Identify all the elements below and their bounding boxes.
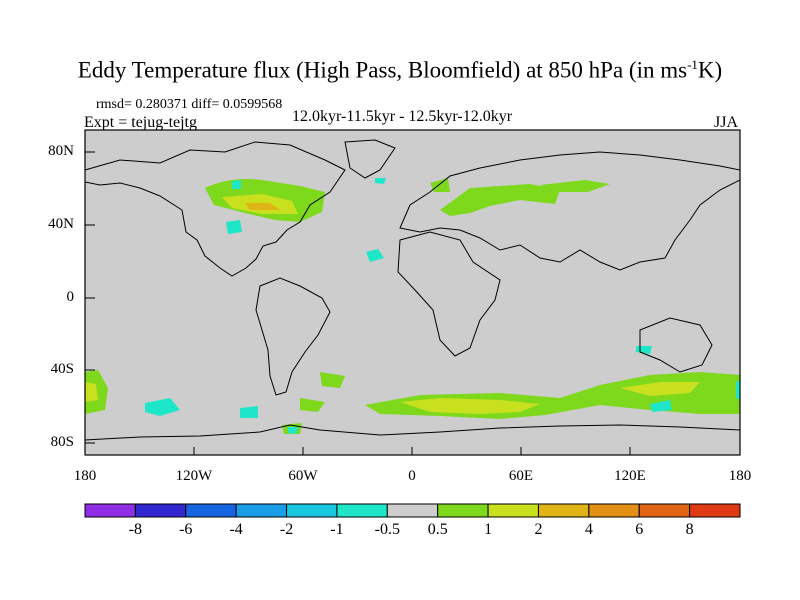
- colorbar-label: 6: [635, 521, 644, 538]
- y-tick-label: 0: [66, 289, 75, 305]
- colorbar-box: [386, 503, 439, 518]
- colorbar-label: 8: [685, 521, 694, 538]
- coastline-greenland: [344, 139, 396, 179]
- anomaly-region: [440, 184, 560, 216]
- x-tick-label: 60E: [508, 468, 534, 484]
- anomaly-region: [145, 398, 180, 416]
- colorbar-label: -1: [330, 521, 344, 538]
- anomaly-region: [400, 398, 540, 414]
- anomaly-region: [620, 382, 700, 396]
- x-tick-label: 60W: [288, 468, 318, 484]
- y-tick-label: 80S: [50, 434, 74, 450]
- x-tick-label: 0: [408, 468, 416, 484]
- y-tick-label: 40S: [50, 361, 74, 377]
- coastline-antarctica: [84, 424, 741, 441]
- anomaly-region: [240, 406, 258, 418]
- x-tick-label: 180: [728, 468, 752, 484]
- map-title: Eddy Temperature flux (High Pass, Bloomf…: [77, 57, 723, 83]
- negative-anomaly-regions: [145, 178, 740, 434]
- colorbar: [84, 503, 741, 518]
- anomaly-region: [366, 249, 384, 262]
- anomaly-region: [85, 382, 98, 402]
- anomaly-region: [232, 180, 241, 189]
- colorbar-box: [235, 503, 288, 518]
- anomaly-region: [288, 427, 298, 434]
- coastline-africa: [397, 231, 501, 357]
- colorbar-label: -4: [229, 521, 243, 538]
- colorbar-label: -0.5: [374, 521, 400, 538]
- anomaly-region: [540, 180, 610, 192]
- colorbar-label: -2: [279, 521, 294, 538]
- colorbar-label: 2: [534, 521, 543, 538]
- colorbar-box: [487, 503, 539, 518]
- anomaly-region: [300, 398, 325, 412]
- map-frame: [84, 129, 741, 456]
- x-tick-label: 120E: [614, 468, 646, 484]
- colorbar-box: [437, 503, 489, 518]
- experiment-label: Expt = tejug-tejtg: [84, 114, 197, 131]
- colorbar-box: [588, 503, 640, 518]
- x-tick-label: 120W: [175, 468, 213, 484]
- colorbar-label: 1: [484, 521, 493, 538]
- y-tick-label: 80N: [48, 143, 74, 159]
- colorbar-box: [336, 503, 388, 518]
- coastlines: [84, 139, 741, 441]
- anomaly-region: [245, 203, 280, 210]
- colorbar-box: [638, 503, 691, 518]
- colorbar-label: -8: [128, 521, 143, 538]
- colorbar-box: [84, 503, 136, 518]
- coastline-australia: [639, 317, 713, 373]
- colorbar-box: [689, 503, 741, 518]
- anomaly-region: [226, 220, 242, 234]
- period-label: 12.0kyr-11.5kyr - 12.5kyr-12.0kyr: [292, 108, 513, 125]
- anomaly-region: [736, 380, 740, 400]
- colorbar-label: 0.5: [427, 521, 448, 538]
- season-label: JJA: [714, 114, 739, 131]
- colorbar-label: -6: [179, 521, 193, 538]
- colorbar-box: [185, 503, 237, 518]
- y-tick-label: 40N: [48, 216, 74, 232]
- stats-text: rmsd= 0.280371 diff= 0.0599568: [96, 97, 283, 112]
- positive-anomaly-regions: [85, 178, 740, 434]
- colorbar-box: [134, 503, 187, 518]
- anomaly-region: [320, 372, 345, 388]
- x-tick-label: 180: [73, 468, 97, 484]
- colorbar-label: 4: [584, 521, 593, 538]
- coastline-eurasia: [399, 151, 741, 271]
- coastline-north-america: [84, 141, 346, 277]
- coastline-south-america: [255, 277, 331, 396]
- anomaly-region: [375, 178, 386, 184]
- colorbar-box: [537, 503, 590, 518]
- colorbar-box: [286, 503, 338, 518]
- anomaly-region: [650, 400, 672, 412]
